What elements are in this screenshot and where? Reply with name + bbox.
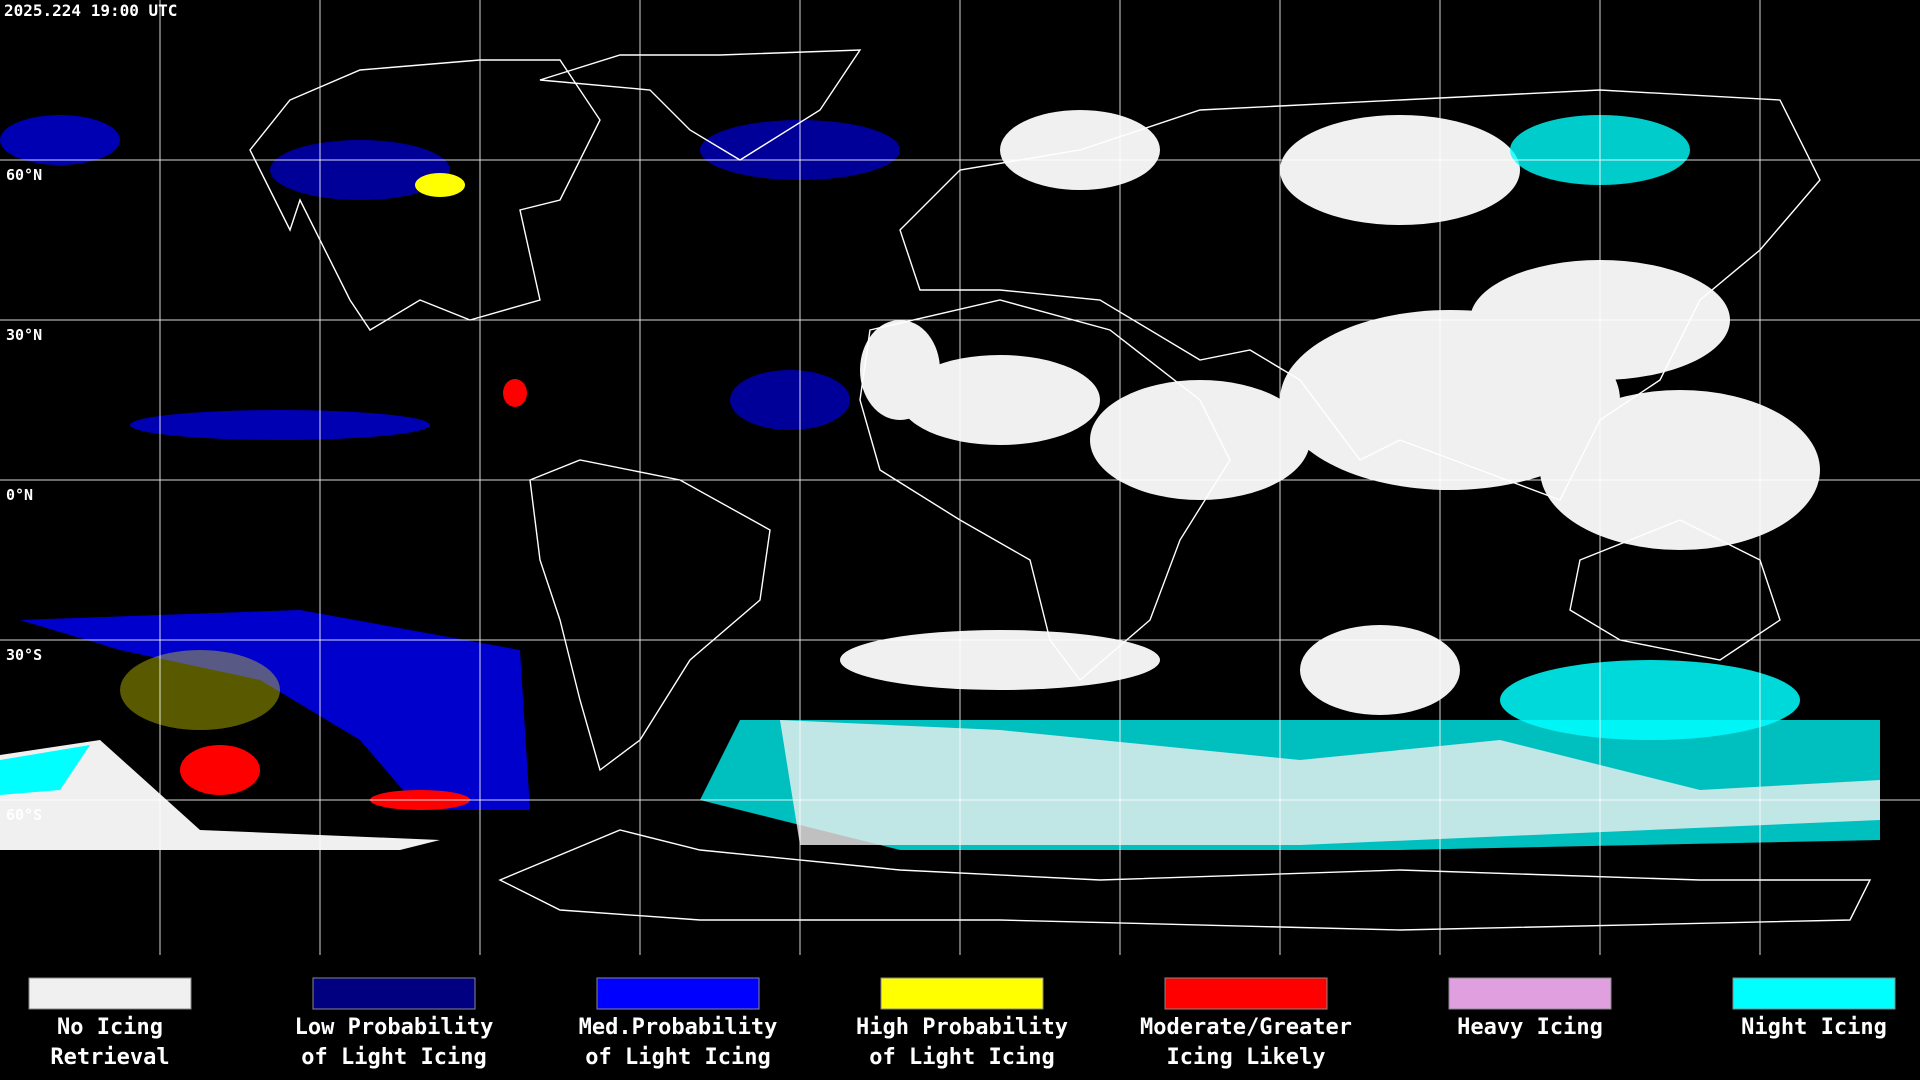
legend-swatch bbox=[1732, 977, 1896, 1010]
legend-swatch bbox=[28, 977, 192, 1010]
legend-label: of Light Icing bbox=[301, 1045, 486, 1070]
coastline bbox=[498, 829, 1872, 931]
coastline bbox=[539, 49, 862, 161]
cloud bbox=[840, 630, 1160, 690]
legend-label: No Icing bbox=[57, 1015, 163, 1040]
coastline bbox=[249, 59, 601, 331]
legend-label: of Light Icing bbox=[585, 1045, 770, 1070]
latitude-labels: 60°N 30°N 0°N 30°S 60°S bbox=[6, 166, 42, 824]
legend-label: of Light Icing bbox=[869, 1045, 1054, 1070]
coastline bbox=[859, 299, 1231, 682]
cloud-band bbox=[0, 745, 90, 795]
icing-area bbox=[730, 370, 850, 430]
cloud bbox=[1540, 390, 1820, 550]
legend-label: High Probability bbox=[856, 1015, 1068, 1040]
coastline bbox=[529, 459, 771, 772]
latitude-label: 0°N bbox=[6, 486, 33, 504]
cloud bbox=[1280, 115, 1520, 225]
cloud-band bbox=[780, 720, 1880, 845]
legend-label: Med.Probability bbox=[579, 1015, 778, 1040]
timestamp: 2025.224 19:00 UTC bbox=[4, 1, 177, 20]
icing-area bbox=[270, 140, 450, 200]
legend-swatch bbox=[1164, 977, 1328, 1010]
icing-area bbox=[120, 650, 280, 730]
latitude-label: 30°N bbox=[6, 326, 42, 344]
latitude-label: 60°N bbox=[6, 166, 42, 184]
icing-area bbox=[0, 115, 120, 165]
icing-area bbox=[130, 410, 430, 440]
legend-label: Retrieval bbox=[50, 1045, 169, 1070]
cloud bbox=[1090, 380, 1310, 500]
cloud bbox=[900, 355, 1100, 445]
legend-swatch bbox=[312, 977, 476, 1010]
cloud-band bbox=[0, 740, 440, 850]
legend-swatch bbox=[1448, 977, 1612, 1010]
cloud bbox=[860, 320, 940, 420]
legend-swatch bbox=[880, 977, 1044, 1010]
icing-area bbox=[180, 745, 260, 795]
latitude-label: 60°S bbox=[6, 806, 42, 824]
icing-area bbox=[503, 379, 527, 407]
graticule bbox=[0, 0, 1920, 955]
icing-area bbox=[415, 173, 465, 197]
cloud-field bbox=[0, 108, 1920, 850]
legend: No Icing Retrieval Low Probability of Light… bbox=[28, 977, 1896, 1070]
legend-label: Night Icing bbox=[1741, 1015, 1887, 1040]
legend-label: Heavy Icing bbox=[1457, 1015, 1603, 1040]
legend-swatch bbox=[596, 977, 760, 1010]
icing-area bbox=[20, 610, 530, 810]
latitude-label: 30°S bbox=[6, 646, 42, 664]
legend-panel bbox=[0, 955, 1920, 1080]
legend-label: Low Probability bbox=[295, 1015, 494, 1040]
legend-label: Icing Likely bbox=[1167, 1045, 1326, 1070]
cloud bbox=[1300, 625, 1460, 715]
coastlines bbox=[249, 49, 1872, 931]
legend-label: Moderate/Greater bbox=[1140, 1015, 1352, 1040]
